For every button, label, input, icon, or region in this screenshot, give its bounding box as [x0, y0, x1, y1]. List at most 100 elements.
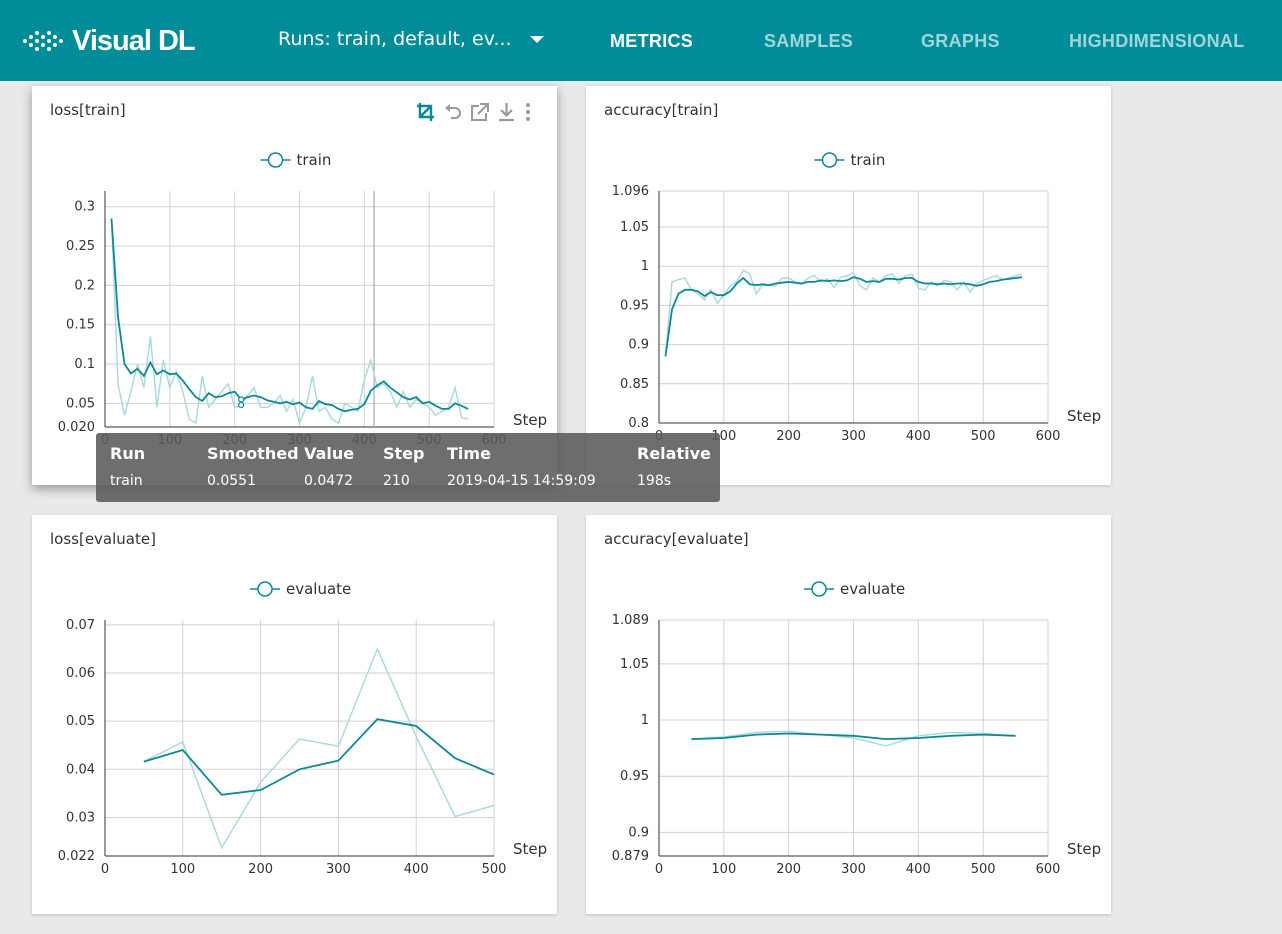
- grid: [658, 190, 1049, 424]
- y-tick-label: 0.3: [74, 200, 95, 215]
- x-tick-label: 200: [776, 862, 801, 877]
- y-tick-label: 0.03: [66, 810, 95, 825]
- chart-title: accuracy[evaluate]: [604, 530, 749, 548]
- x-tick-label: 0: [101, 862, 109, 877]
- runs-selector-label: Runs: train, default, ev...: [278, 28, 512, 50]
- series-line-smoothed: [143, 718, 495, 796]
- y-tick-label: 1.089: [612, 613, 649, 628]
- tooltip-smoothed: 0.0551: [207, 473, 256, 489]
- y-tick-label: 0.020: [58, 420, 95, 435]
- y-tick-label: 0.022: [58, 849, 95, 864]
- y-tick-label: 1.05: [620, 657, 649, 672]
- x-axis-label: Step: [1067, 407, 1101, 425]
- logo[interactable]: Visual DL: [22, 22, 196, 60]
- tooltip-header-relative: Relative: [637, 444, 711, 463]
- hover-point-raw: [238, 401, 245, 409]
- x-tick-label: 100: [170, 862, 195, 877]
- tab-highdimensional[interactable]: HIGHDIMENSIONAL: [1069, 31, 1245, 51]
- series-line-smoothed: [691, 732, 1016, 741]
- tooltip-step: 210: [383, 473, 410, 489]
- download-icon[interactable]: [497, 102, 516, 122]
- grid: [104, 620, 495, 857]
- tab-graphs[interactable]: GRAPHS: [921, 31, 1000, 51]
- legend: train: [260, 151, 332, 169]
- legend-marker: [257, 581, 273, 597]
- chart-accuracy-evaluate[interactable]: evaluate 0 100 200 300 400 500 600 0.879 0.9 0.95 1…: [586, 515, 1111, 914]
- y-tick-label: 0.95: [620, 769, 649, 784]
- y-tick-label: 0.05: [66, 396, 95, 411]
- y-tick-label: 0.15: [66, 318, 95, 333]
- x-axis-label: Step: [1067, 840, 1101, 858]
- x-tick-label: 400: [906, 429, 931, 444]
- series-line-raw: [143, 647, 495, 850]
- legend-label: train: [851, 151, 886, 169]
- chart-toolbar: [416, 102, 543, 122]
- x-tick-label: 400: [404, 862, 429, 877]
- grid: [104, 191, 495, 428]
- y-tick-label: 0.06: [66, 666, 95, 681]
- tooltip-run: train: [110, 473, 143, 489]
- chart-title: accuracy[train]: [604, 101, 719, 119]
- app-title: Visual DL: [72, 24, 196, 57]
- y-tick-label: 0.8: [628, 416, 649, 431]
- y-tick-label: 1.05: [620, 220, 649, 235]
- tooltip-relative: 198s: [637, 473, 672, 489]
- legend-marker: [811, 581, 827, 597]
- tooltip-header-step: Step: [383, 444, 425, 463]
- y-tick-label: 0.1: [74, 357, 95, 372]
- dropdown-caret-icon: [529, 35, 544, 43]
- x-tick-label: 200: [248, 862, 273, 877]
- legend-marker: [267, 152, 284, 168]
- tab-metrics[interactable]: METRICS: [610, 31, 694, 51]
- tooltip-header-time: Time: [447, 444, 491, 463]
- y-tick-label: 1.096: [612, 184, 649, 199]
- logo-icon: [23, 31, 63, 51]
- x-tick-label: 600: [1036, 429, 1061, 444]
- chart-card-accuracy-evaluate: accuracy[evaluate] evaluate 0 100 200 300 400…: [586, 515, 1111, 914]
- y-tick-label: 0.9: [628, 338, 649, 353]
- y-tick-label: 0.05: [66, 714, 95, 729]
- legend: train: [814, 151, 886, 169]
- legend: evaluate: [250, 580, 351, 598]
- expand-icon[interactable]: [470, 102, 489, 122]
- chart-card-loss-train: loss[train] train01002003004005006000.02…: [32, 86, 557, 485]
- x-tick-label: 300: [841, 429, 866, 444]
- runs-selector[interactable]: Runs: train, default, ev...: [278, 28, 544, 50]
- legend-label: train: [297, 151, 332, 169]
- x-axis-label: Step: [513, 840, 547, 858]
- y-tick-label: 1: [641, 259, 649, 274]
- x-axis-label: Step: [513, 411, 547, 429]
- y-tick-label: 0.04: [66, 762, 95, 777]
- legend: evaluate: [804, 580, 905, 598]
- series-line-raw: [691, 730, 1016, 747]
- series-line-smoothed: [664, 276, 1023, 357]
- tooltip-time: 2019-04-15 14:59:09: [447, 473, 596, 489]
- chart-loss-train[interactable]: train01002003004005006000.0200.050.10.15…: [32, 86, 557, 485]
- y-tick-label: 0.07: [66, 618, 95, 633]
- legend-label: evaluate: [286, 580, 351, 598]
- y-tick-label: 0.25: [66, 239, 95, 254]
- y-tick-label: 0.2: [74, 278, 95, 293]
- tooltip-value: 0.0472: [304, 473, 353, 489]
- series-line-raw: [664, 269, 1023, 357]
- crop-icon[interactable]: [416, 102, 435, 122]
- y-tick-label: 0.879: [612, 849, 649, 864]
- x-tick-label: 0: [655, 862, 663, 877]
- x-tick-label: 100: [711, 862, 736, 877]
- legend-label: evaluate: [840, 580, 905, 598]
- y-tick-label: 1: [641, 713, 649, 728]
- top-navigation-bar: Visual DL Runs: train, default, ev... ME…: [0, 0, 1282, 81]
- x-tick-label: 500: [971, 429, 996, 444]
- hover-point-smoothed: [238, 396, 245, 403]
- chart-accuracy-train[interactable]: train01002003004005006000.80.850.90.9511…: [586, 86, 1111, 485]
- x-tick-label: 200: [776, 429, 801, 444]
- more-icon[interactable]: [524, 102, 543, 122]
- tooltip-header-smoothed-value: Smoothed Value: [207, 444, 355, 463]
- undo-icon[interactable]: [443, 102, 462, 122]
- x-tick-label: 500: [971, 862, 996, 877]
- chart-loss-evaluate[interactable]: evaluate 0 100 200 300 400 500 0.022 0.03 0.04 0.0…: [32, 515, 557, 914]
- series-line-smoothed: [110, 218, 469, 413]
- tab-samples[interactable]: SAMPLES: [764, 31, 854, 51]
- x-tick-label: 300: [326, 862, 351, 877]
- tooltip-header-run: Run: [110, 444, 146, 463]
